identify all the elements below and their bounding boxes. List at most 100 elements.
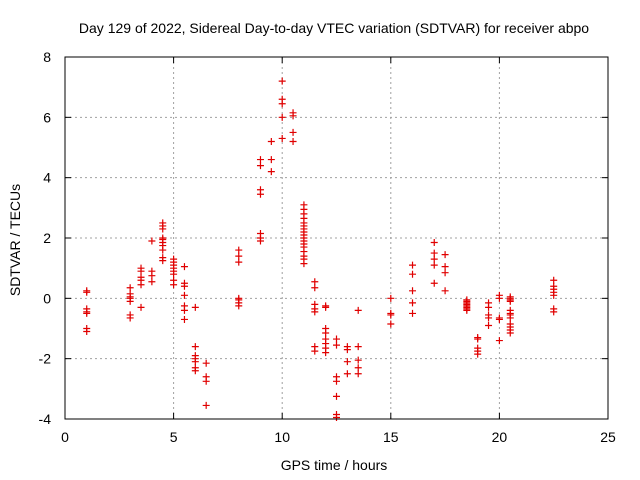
data-point-marker xyxy=(170,270,178,278)
data-point-marker xyxy=(441,287,449,295)
data-point-marker xyxy=(463,306,471,314)
y-tick-label: 0 xyxy=(43,290,51,306)
data-point-marker xyxy=(495,294,503,302)
data-point-marker xyxy=(137,303,145,311)
data-point-marker xyxy=(83,309,91,317)
data-point-marker xyxy=(409,270,417,278)
data-point-marker xyxy=(430,239,438,247)
data-point-marker xyxy=(354,356,362,364)
data-point-marker xyxy=(202,377,210,385)
data-point-marker xyxy=(409,261,417,269)
x-axis-label: GPS time / hours xyxy=(281,457,388,473)
data-point-marker xyxy=(159,225,167,233)
data-point-marker xyxy=(235,246,243,254)
data-point-marker xyxy=(409,287,417,295)
data-point-marker xyxy=(506,329,514,337)
data-point-marker xyxy=(343,370,351,378)
data-point-marker xyxy=(333,341,340,349)
data-point-marker xyxy=(202,401,210,409)
y-tick-label: 2 xyxy=(43,230,51,246)
data-point-marker xyxy=(485,321,493,329)
data-point-marker xyxy=(387,311,395,319)
data-point-marker xyxy=(430,255,438,263)
data-point-marker xyxy=(191,303,199,311)
y-tick-label: -4 xyxy=(39,411,52,427)
data-point-marker xyxy=(354,343,362,351)
data-point-marker xyxy=(235,302,243,310)
data-point-marker xyxy=(311,347,319,355)
data-point-marker xyxy=(256,190,264,198)
data-point-marker xyxy=(409,309,417,317)
data-point-marker xyxy=(126,284,134,292)
x-tick-label: 10 xyxy=(274,429,290,445)
data-point-marker xyxy=(289,137,297,145)
data-point-marker xyxy=(430,261,438,269)
data-point-marker xyxy=(300,260,308,268)
data-point-marker xyxy=(180,315,188,323)
data-point-marker xyxy=(278,134,286,142)
data-point-marker xyxy=(235,252,243,260)
data-point-marker xyxy=(333,392,340,400)
data-point-marker xyxy=(485,314,493,322)
data-point-marker xyxy=(126,314,134,322)
data-point-marker xyxy=(430,279,438,287)
data-point-marker xyxy=(148,272,156,280)
data-point-marker xyxy=(311,278,319,286)
data-point-marker xyxy=(441,269,449,277)
x-tick-label: 20 xyxy=(492,429,508,445)
data-point-marker xyxy=(180,291,188,299)
data-point-marker xyxy=(126,297,134,305)
data-point-marker xyxy=(322,303,330,311)
data-point-marker xyxy=(278,77,286,85)
data-point-marker xyxy=(506,314,514,322)
data-point-marker xyxy=(474,350,482,358)
data-point-marker xyxy=(180,306,188,314)
data-point-marker xyxy=(289,112,297,120)
y-axis-label: SDTVAR / TECUs xyxy=(7,184,23,296)
x-tick-label: 0 xyxy=(61,429,69,445)
data-point-marker xyxy=(474,335,482,343)
data-points xyxy=(83,77,558,421)
data-point-marker xyxy=(311,284,319,292)
data-point-marker xyxy=(137,267,145,275)
data-point-marker xyxy=(387,294,395,302)
data-point-marker xyxy=(333,413,340,421)
data-point-marker xyxy=(409,299,417,307)
data-point-marker xyxy=(311,308,319,316)
data-point-marker xyxy=(550,308,558,316)
data-point-marker xyxy=(343,346,351,354)
data-point-marker xyxy=(343,358,351,366)
data-point-marker xyxy=(180,263,188,271)
data-point-marker xyxy=(235,258,243,266)
x-tick-label: 5 xyxy=(170,429,178,445)
data-point-marker xyxy=(387,320,395,328)
grid-lines xyxy=(65,57,608,419)
data-point-marker xyxy=(256,237,264,245)
data-point-marker xyxy=(550,291,558,299)
data-point-marker xyxy=(170,281,178,289)
data-point-marker xyxy=(550,276,558,284)
y-tick-label: 8 xyxy=(43,49,51,65)
data-point-marker xyxy=(83,328,91,336)
data-point-marker xyxy=(278,113,286,121)
data-point-marker xyxy=(159,257,167,265)
data-point-marker xyxy=(322,349,330,357)
data-point-marker xyxy=(191,367,199,375)
data-point-marker xyxy=(137,281,145,289)
data-point-marker xyxy=(267,137,275,145)
data-point-marker xyxy=(180,282,188,290)
data-point-marker xyxy=(322,329,330,337)
y-tick-labels: -4 -2 0 2 4 6 8 xyxy=(39,49,52,427)
y-tick-label: 6 xyxy=(43,109,51,125)
data-point-marker xyxy=(256,162,264,170)
y-tick-label: -2 xyxy=(39,351,52,367)
data-point-marker xyxy=(430,249,438,257)
data-point-marker xyxy=(354,370,362,378)
x-tick-label: 25 xyxy=(600,429,616,445)
chart-title: Day 129 of 2022, Sidereal Day-to-day VTE… xyxy=(79,20,589,36)
data-point-marker xyxy=(354,306,362,314)
data-point-marker xyxy=(148,237,156,245)
data-point-marker xyxy=(354,364,362,372)
data-point-marker xyxy=(506,297,514,305)
